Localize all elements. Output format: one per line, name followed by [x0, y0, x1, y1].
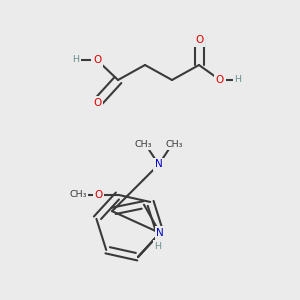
Text: O: O — [93, 98, 101, 108]
Text: CH₃: CH₃ — [165, 140, 183, 149]
Text: O: O — [94, 190, 103, 200]
Text: CH₃: CH₃ — [135, 140, 152, 149]
Text: CH₃: CH₃ — [69, 190, 87, 200]
Text: O: O — [216, 75, 224, 85]
Text: H: H — [73, 56, 80, 64]
Text: O: O — [93, 55, 101, 65]
Text: O: O — [195, 35, 203, 45]
Text: N: N — [156, 228, 164, 238]
Text: N: N — [155, 160, 163, 170]
Text: H: H — [235, 76, 242, 85]
Text: H: H — [154, 242, 161, 250]
